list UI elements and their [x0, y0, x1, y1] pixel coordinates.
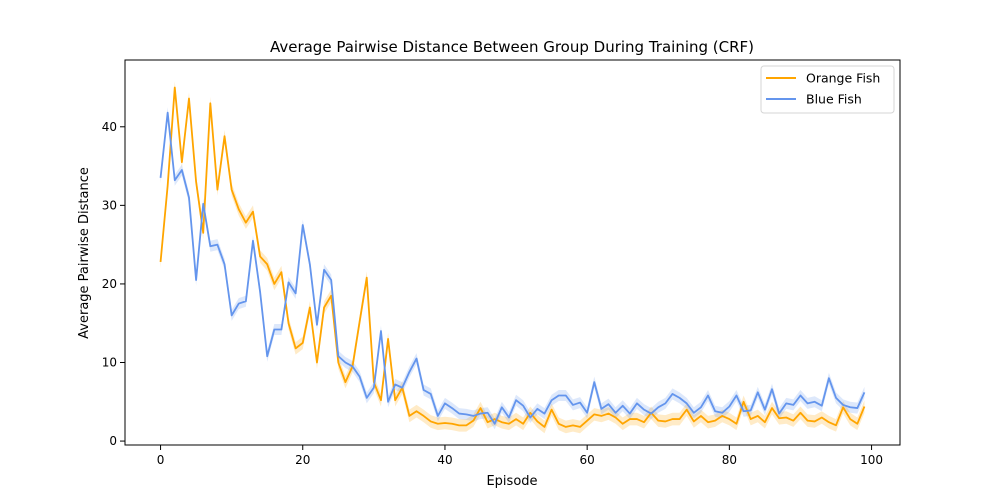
series-lines: [159, 86, 866, 428]
y-axis-label: Average Pairwise Distance: [77, 167, 92, 339]
y-tick-label: 30: [102, 198, 117, 212]
plot-area-frame: [124, 59, 901, 446]
confidence-bands: [160, 81, 865, 434]
x-axis: 0 20 40 60 80 100: [157, 445, 883, 467]
y-axis: 0 10 20 30 40: [102, 120, 125, 448]
y-tick-label: 20: [102, 277, 117, 291]
x-tick-label: 40: [437, 453, 452, 467]
y-tick-label: 0: [109, 434, 117, 448]
x-tick-label: 100: [860, 453, 883, 467]
legend-label-1: Blue Fish: [806, 92, 862, 107]
y-tick-label: 40: [102, 120, 117, 134]
series-line-1: [159, 111, 866, 425]
legend-label-0: Orange Fish: [806, 71, 880, 86]
confidence-band-0: [160, 81, 865, 434]
chart-title: Average Pairwise Distance Between Group …: [270, 38, 754, 56]
x-tick-label: 60: [580, 453, 595, 467]
x-tick-label: 0: [157, 453, 165, 467]
x-tick-label: 20: [295, 453, 310, 467]
legend: Orange Fish Blue Fish: [760, 65, 895, 114]
x-tick-label: 80: [722, 453, 737, 467]
x-axis-label: Episode: [486, 474, 537, 489]
y-tick-label: 10: [102, 356, 117, 370]
